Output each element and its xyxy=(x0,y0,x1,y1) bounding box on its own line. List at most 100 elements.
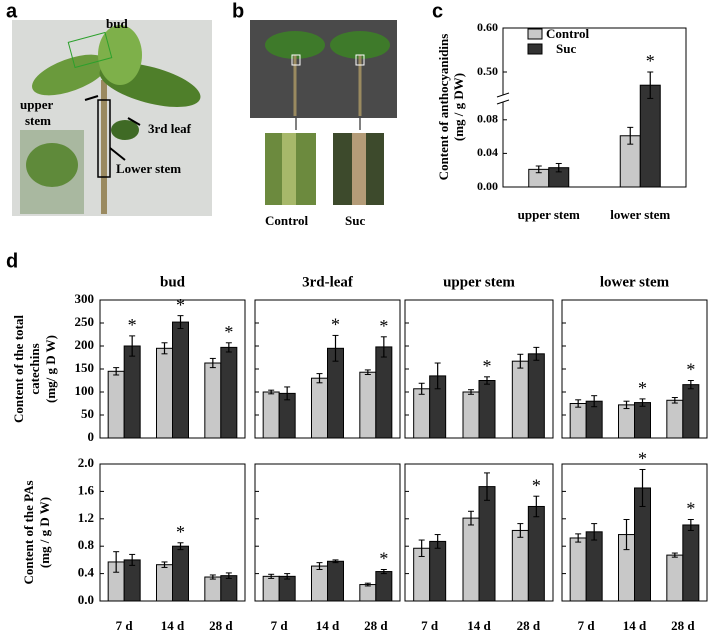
y-tick-label: 1.2 xyxy=(78,510,94,525)
bar xyxy=(327,347,344,439)
bar xyxy=(107,370,125,439)
bar xyxy=(413,388,431,439)
photo-label: 3rd leaf xyxy=(148,121,192,136)
x-tick-label: 28 d xyxy=(209,618,233,633)
x-tick-label: 28 d xyxy=(364,618,388,633)
y-tick-label: 50 xyxy=(81,406,94,421)
significance: * xyxy=(128,315,137,335)
bar xyxy=(262,391,280,439)
bar xyxy=(666,554,684,602)
bar xyxy=(527,505,545,602)
photo-label: Lower stem xyxy=(116,161,181,176)
significance: * xyxy=(646,51,655,71)
y-tick-label: 1.6 xyxy=(78,482,95,497)
y-axis-label: (mg / g DW) xyxy=(451,73,466,141)
panel-label: a xyxy=(6,0,18,22)
y-tick-label: 0.08 xyxy=(477,112,498,126)
y-axis-label: (mg / g D W) xyxy=(37,497,52,568)
x-tick-label: upper stem xyxy=(518,207,580,222)
x-tick-label: 7 d xyxy=(578,618,596,633)
column-title: upper stem xyxy=(443,274,515,290)
bar xyxy=(682,524,700,602)
significance: * xyxy=(176,522,185,542)
bar xyxy=(311,565,328,602)
significance: * xyxy=(686,360,695,380)
column-title: 3rd-leaf xyxy=(302,274,354,290)
legend-label: Suc xyxy=(556,41,576,56)
y-tick-label: 300 xyxy=(75,291,95,306)
y-axis-label: Content of anthocyanidins xyxy=(436,34,451,181)
y-tick-label: 0.00 xyxy=(477,179,498,193)
significance: * xyxy=(686,499,695,519)
significance: * xyxy=(379,549,388,569)
bar xyxy=(618,404,635,439)
y-axis-label: Content of the PAs xyxy=(21,480,36,584)
y-axis-label: (mg/ g D W) xyxy=(43,335,58,403)
y-tick-label: 0.50 xyxy=(477,64,498,78)
photo-label: Control xyxy=(265,213,308,228)
bar xyxy=(511,529,529,602)
panel-label: d xyxy=(6,250,18,272)
y-axis-label: Content of the total xyxy=(11,315,26,423)
bar xyxy=(462,391,480,439)
bar xyxy=(172,545,189,602)
bar xyxy=(429,540,447,602)
photo-label: bud xyxy=(106,16,128,31)
x-tick-label: 14 d xyxy=(316,618,340,633)
significance: * xyxy=(331,315,340,335)
bar xyxy=(123,559,141,602)
bar xyxy=(478,380,496,439)
bar xyxy=(262,575,280,602)
bar xyxy=(204,576,222,602)
photo-label: Suc xyxy=(345,213,365,228)
x-tick-label: 14 d xyxy=(467,618,491,633)
bar xyxy=(359,371,377,439)
bar xyxy=(375,346,393,439)
break-mark xyxy=(496,99,510,105)
x-tick-label: 7 d xyxy=(271,618,289,633)
significance: * xyxy=(483,356,492,376)
y-tick-label: 100 xyxy=(75,383,95,398)
y-tick-label: 2.0 xyxy=(78,455,94,470)
photo-label: upper xyxy=(20,97,53,112)
bar xyxy=(682,384,700,439)
bar xyxy=(478,486,496,602)
significance: * xyxy=(638,378,647,398)
legend-swatch xyxy=(527,43,543,55)
bar xyxy=(311,377,328,439)
x-tick-label: 14 d xyxy=(623,618,647,633)
bar xyxy=(156,564,173,602)
bar xyxy=(569,537,587,602)
y-tick-label: 150 xyxy=(75,360,95,375)
y-tick-label: 0.0 xyxy=(78,592,94,607)
x-tick-label: 7 d xyxy=(421,618,439,633)
photo-b: Control Suc xyxy=(250,20,397,228)
x-tick-label: lower stem xyxy=(610,207,670,222)
y-tick-label: 0.4 xyxy=(78,565,95,580)
bar xyxy=(359,584,377,602)
bar xyxy=(639,84,661,188)
plot-frame xyxy=(502,27,687,188)
panel-label: c xyxy=(432,0,443,22)
column-title: bud xyxy=(160,274,186,290)
y-tick-label: 0 xyxy=(88,429,95,444)
bar xyxy=(569,403,587,439)
significance: * xyxy=(379,316,388,336)
significance: * xyxy=(224,322,233,342)
panel-label: b xyxy=(232,0,244,22)
bar xyxy=(172,321,189,439)
y-axis-label: catechins xyxy=(27,343,42,394)
photo-label: stem xyxy=(25,113,51,128)
y-tick-label: 250 xyxy=(75,314,95,329)
bar xyxy=(527,353,545,439)
y-tick-label: 0.8 xyxy=(78,537,95,552)
bar xyxy=(204,362,222,439)
significance: * xyxy=(532,475,541,495)
bar xyxy=(666,399,684,439)
x-tick-label: 14 d xyxy=(161,618,185,633)
x-tick-label: 28 d xyxy=(517,618,541,633)
bar xyxy=(585,531,603,602)
bar xyxy=(375,571,393,602)
bar xyxy=(634,402,651,439)
